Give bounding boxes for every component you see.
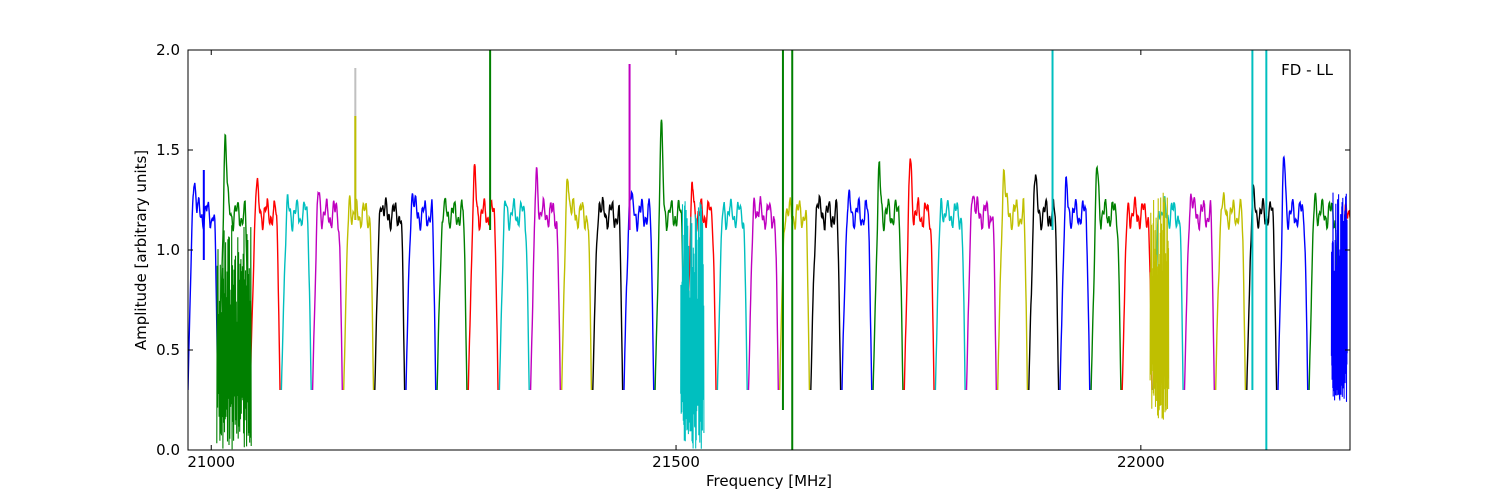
band-line — [716, 198, 748, 391]
band-line — [997, 168, 1029, 391]
band-line — [810, 193, 842, 391]
band-line — [592, 196, 624, 391]
tick-layer: 21000 21500 22000 0.0 0.5 1.0 1.5 2.0 — [156, 41, 1350, 471]
band-line — [903, 158, 935, 391]
x-tick-label: 21500 — [652, 453, 700, 471]
y-tick-label: 0.5 — [156, 341, 180, 359]
band-line — [654, 119, 686, 391]
band-line — [280, 194, 312, 391]
band-line — [467, 164, 499, 391]
x-tick-label: 22000 — [1117, 453, 1165, 471]
band-line — [1183, 193, 1215, 391]
band-line — [436, 197, 468, 391]
band-line — [779, 197, 811, 391]
series-layer — [188, 50, 1350, 450]
band-line — [1059, 176, 1091, 391]
band-line — [405, 193, 437, 391]
panel-annotation: FD - LL — [1281, 61, 1333, 79]
y-axis-label: Amplitude [arbitrary units] — [132, 150, 150, 350]
band-line — [529, 167, 561, 391]
band-line — [1028, 174, 1060, 391]
band-line — [561, 178, 593, 391]
band-line — [1215, 192, 1247, 391]
band-line — [1277, 155, 1309, 391]
rfi-region — [216, 225, 252, 450]
rfi-region — [1330, 192, 1348, 402]
band-line — [1121, 196, 1153, 391]
band-line — [1308, 192, 1340, 391]
band-line — [872, 160, 904, 391]
band-line — [685, 181, 717, 391]
band-line — [841, 189, 873, 391]
y-tick-label: 2.0 — [156, 41, 180, 59]
band-line — [934, 197, 966, 391]
y-tick-label: 1.5 — [156, 141, 180, 159]
band-line — [498, 197, 530, 391]
band-line — [374, 197, 406, 391]
rfi-region — [1149, 192, 1170, 420]
rfi-region — [680, 201, 705, 449]
x-tick-label: 21000 — [187, 453, 235, 471]
band-line — [747, 196, 779, 391]
band-line — [249, 177, 281, 391]
y-tick-label: 0.0 — [156, 441, 180, 459]
band-line — [311, 190, 343, 391]
x-axis-label: Frequency [MHz] — [706, 472, 832, 490]
y-tick-label: 1.0 — [156, 241, 180, 259]
band-line — [218, 133, 250, 391]
band-line — [965, 195, 997, 391]
band-line — [1090, 164, 1122, 391]
band-line — [343, 195, 375, 391]
